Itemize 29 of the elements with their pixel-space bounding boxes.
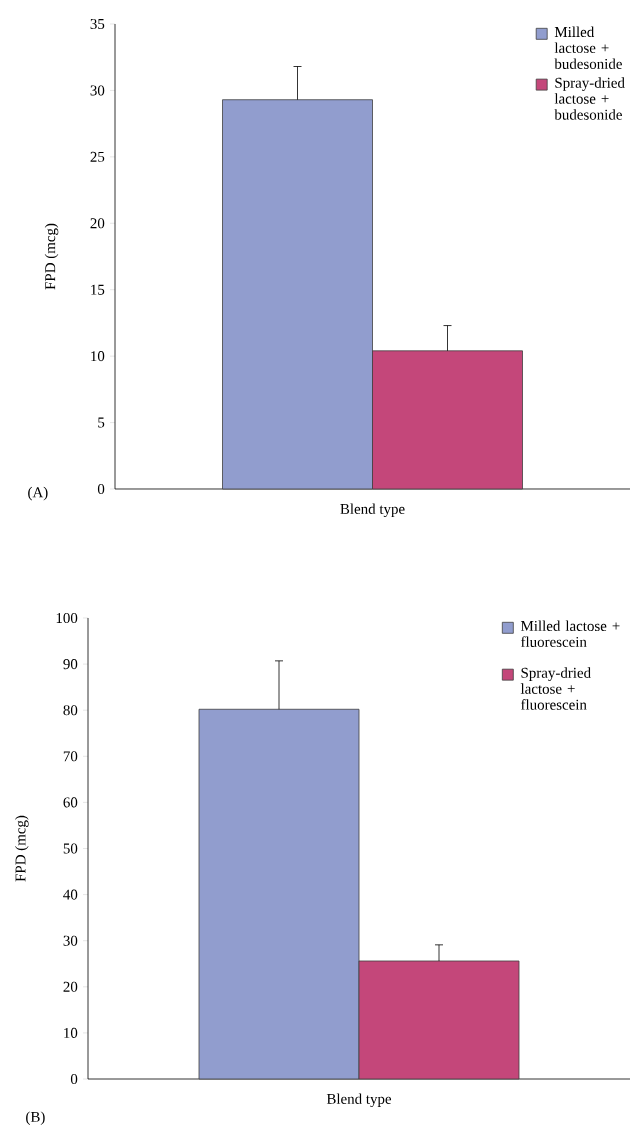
y-tick-label: 70 [63, 751, 78, 762]
y-tick-label: 80 [63, 705, 78, 716]
y-tick-label: 20 [90, 218, 105, 229]
x-axis-title: Blend type [326, 1093, 392, 1107]
text: (A) [28, 486, 48, 501]
y-tick-label: 0 [70, 1073, 78, 1085]
y-tick-label: 30 [63, 935, 78, 946]
y-tick-label: 10 [91, 351, 105, 362]
y-tick-label: 25 [90, 151, 105, 162]
y-tick-label: 5 [98, 417, 105, 428]
y-tick-label: 15 [91, 284, 105, 295]
legend-label: Milled lactose + budesonide [554, 26, 622, 69]
y-tick-label: 35 [90, 18, 105, 29]
y-tick-label: 40 [63, 889, 78, 900]
y-tick-label: 20 [63, 981, 78, 992]
text: (B) [26, 1111, 45, 1125]
y-axis-title: FPD (mcg) [15, 815, 29, 882]
y-tick-label: 30 [90, 85, 105, 96]
y-tick-label: 10 [64, 1027, 78, 1038]
y-tick-label: 50 [63, 843, 78, 854]
y-tick-label: 60 [63, 797, 78, 808]
legend-label: Spray-dried lactose + budesonide [554, 77, 625, 120]
y-tick-label: 90 [63, 659, 78, 670]
y-tick-label: 100 [56, 612, 78, 624]
y-axis-title: FPD (mcg) [44, 223, 59, 290]
y-tick-label: 0 [97, 483, 105, 495]
x-axis-title: Blend type [340, 503, 405, 518]
legend-label: Spray-dried lactose + fluorescein [520, 667, 591, 710]
legend-label: Milled lactose + fluorescein [520, 620, 620, 647]
